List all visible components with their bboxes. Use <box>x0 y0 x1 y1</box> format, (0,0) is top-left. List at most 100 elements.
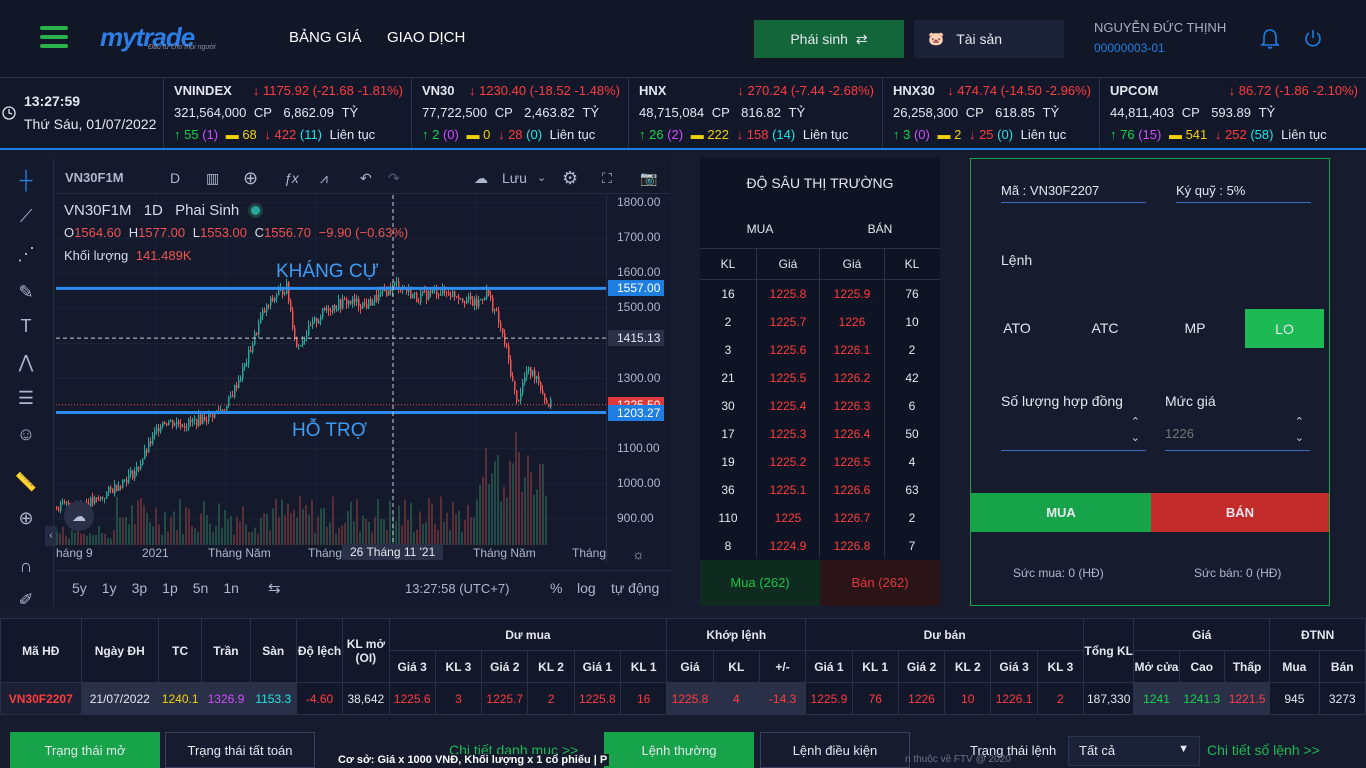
chart-clock[interactable]: 13:27:58 (UTC+7) <box>405 581 510 596</box>
depth-buy-qty[interactable]: 16 <box>721 287 735 301</box>
depth-row[interactable]: 2 1225.7 1226 10 <box>700 308 940 336</box>
depth-buy-qty[interactable]: 36 <box>721 483 735 497</box>
table-row[interactable]: VN30F2207 21/07/2022 1240.1 1326.9 1153.3 -4.… <box>0 682 1366 715</box>
depth-row[interactable]: 110 1225 1226.7 2 <box>700 504 940 532</box>
cell-match[interactable]: 4 <box>712 682 760 715</box>
index-card-hnx[interactable]: HNX ↓ 270.24 (-7.44 -2.68%) 48,715,084 CP … <box>628 78 882 148</box>
range-3p[interactable]: 3p <box>131 580 148 596</box>
menu-icon[interactable] <box>40 26 68 48</box>
depth-sell-price[interactable]: 1226 <box>838 315 866 329</box>
depth-buy-qty[interactable]: 2 <box>724 315 732 329</box>
fullscreen-icon[interactable]: ⛶ <box>602 170 612 186</box>
depth-sell-qty[interactable]: 6 <box>908 399 916 413</box>
price-input[interactable] <box>1165 423 1275 443</box>
depth-sell-price[interactable]: 1226.2 <box>833 371 871 385</box>
depth-row[interactable]: 16 1225.8 1225.9 76 <box>700 280 940 308</box>
quantity-down-icon[interactable]: ⌄ <box>1130 432 1140 444</box>
ruler-icon[interactable]: 📏 <box>14 472 38 492</box>
price-axis[interactable]: 1800.001700.001600.001500.001400.001300.… <box>606 195 670 563</box>
cell-match[interactable]: -14.3 <box>758 682 807 715</box>
depth-sell-qty[interactable]: 10 <box>905 315 919 329</box>
depth-buy-qty[interactable]: 19 <box>721 455 735 469</box>
depth-sell-qty[interactable]: 2 <box>908 511 916 525</box>
quantity-input[interactable] <box>1001 423 1111 443</box>
depth-sell-qty[interactable]: 76 <box>905 287 919 301</box>
nav-price-board[interactable]: BẢNG GIÁ <box>289 29 362 46</box>
account-number[interactable]: 00000003-01 <box>1094 41 1165 55</box>
cell-bid[interactable]: 2 <box>527 682 575 715</box>
range-1y[interactable]: 1y <box>101 580 117 596</box>
pattern-icon[interactable]: ⋀ <box>18 352 34 372</box>
depth-sell-qty[interactable]: 63 <box>905 483 919 497</box>
candle-type-icon[interactable]: ▥ <box>206 170 220 186</box>
depth-buy-qty[interactable]: 21 <box>721 371 735 385</box>
cell-bid[interactable]: 16 <box>619 682 668 715</box>
redo-icon[interactable]: ↷ <box>388 170 400 186</box>
brush-icon[interactable]: ✎ <box>18 282 34 302</box>
cell-foreign-sell[interactable]: 3273 <box>1318 682 1366 715</box>
index-card-hnx30[interactable]: HNX30 ↓ 474.74 (-14.50 -2.96%) 26,258,300 … <box>882 78 1099 148</box>
depth-buy-price[interactable]: 1225 <box>774 511 802 525</box>
cell-code[interactable]: VN30F2207 <box>0 682 82 715</box>
log-toggle[interactable]: log <box>577 580 596 596</box>
depth-row[interactable]: 3 1225.6 1226.1 2 <box>700 336 940 364</box>
depth-sell-price[interactable]: 1225.9 <box>833 287 871 301</box>
derivative-button[interactable]: Phái sinh ⇄ <box>754 20 904 58</box>
range-1p[interactable]: 1p <box>162 580 178 596</box>
auto-toggle[interactable]: tự động <box>611 580 660 596</box>
tab-closed-positions[interactable]: Trạng thái tất toán <box>165 732 315 768</box>
tab-conditional-orders[interactable]: Lệnh điều kiện <box>760 732 910 768</box>
fib-icon[interactable]: ⋰ <box>17 244 35 264</box>
indicators-icon[interactable]: ⩘ <box>320 170 328 186</box>
depth-sell-price[interactable]: 1226.4 <box>833 427 871 441</box>
price-chart[interactable] <box>56 195 670 563</box>
camera-icon[interactable]: 📷 <box>640 170 658 186</box>
cell-ask[interactable]: 1226.1 <box>990 682 1038 715</box>
magnet-icon[interactable]: ∩ <box>19 556 33 576</box>
depth-buy-price[interactable]: 1225.8 <box>769 287 807 301</box>
order-type-lo[interactable]: LO <box>1245 309 1324 348</box>
prediction-icon[interactable]: ☰ <box>17 388 35 408</box>
time-axis-settings-icon[interactable]: ☼ <box>632 546 645 562</box>
cell-basis[interactable]: -4.60 <box>295 682 344 715</box>
cell-ask[interactable]: 2 <box>1036 682 1085 715</box>
bell-icon[interactable] <box>1260 28 1280 50</box>
depth-sell-price[interactable]: 1226.5 <box>833 455 871 469</box>
lock-drawing-icon[interactable]: ✐ <box>18 590 34 604</box>
cell-bid[interactable]: 3 <box>434 682 483 715</box>
cell-open[interactable]: 1241 <box>1133 682 1180 715</box>
tab-normal-orders[interactable]: Lệnh thường <box>604 732 754 768</box>
order-type-ato[interactable]: ATO <box>1003 320 1031 336</box>
depth-buy-qty[interactable]: 30 <box>721 399 735 413</box>
depth-sell-qty[interactable]: 7 <box>908 539 916 553</box>
cell-bid[interactable]: 1225.6 <box>388 682 436 715</box>
index-card-upcom[interactable]: UPCOM ↓ 86.72 (-1.86 -2.10%) 44,811,403 CP… <box>1099 78 1366 148</box>
undo-icon[interactable]: ↶ <box>360 170 372 186</box>
depth-buy-price[interactable]: 1225.3 <box>769 427 807 441</box>
depth-buy-qty[interactable]: 8 <box>724 539 732 553</box>
cell-date[interactable]: 21/07/2022 <box>80 682 160 715</box>
settings-icon[interactable]: ⚙ <box>562 168 579 188</box>
depth-buy-price[interactable]: 1225.4 <box>769 399 807 413</box>
tab-open-positions[interactable]: Trạng thái mở <box>10 732 160 768</box>
cloud-icon[interactable]: ☁ <box>474 170 488 186</box>
cell-ask[interactable]: 1225.9 <box>805 682 853 715</box>
order-status-select[interactable]: Tất cả ▼ <box>1068 736 1200 766</box>
cell-floor[interactable]: 1153.3 <box>249 682 297 715</box>
range-5n[interactable]: 5n <box>192 580 209 596</box>
cell-oi[interactable]: 38,642 <box>342 682 390 715</box>
cell-match[interactable]: 1225.8 <box>666 682 714 715</box>
percent-toggle[interactable]: % <box>550 580 563 596</box>
index-card-vnindex[interactable]: VNINDEX ↓ 1175.92 (-21.68 -1.81%) 321,564,… <box>163 78 411 148</box>
user-name[interactable]: NGUYỄN ĐỨC THỊNH <box>1094 20 1227 35</box>
depth-buy-qty[interactable]: 110 <box>718 511 738 525</box>
depth-sell-qty[interactable]: 42 <box>905 371 919 385</box>
function-icon[interactable]: ƒx <box>284 170 299 186</box>
depth-row[interactable]: 21 1225.5 1226.2 42 <box>700 364 940 392</box>
range-1n[interactable]: 1n <box>223 580 239 596</box>
order-type-mp[interactable]: MP <box>1184 320 1206 336</box>
order-type-atc[interactable]: ATC <box>1091 320 1119 336</box>
zoom-in-icon[interactable]: ⊕ <box>18 508 34 528</box>
range-5y[interactable]: 5y <box>72 580 87 596</box>
order-book-link[interactable]: Chi tiết sổ lệnh >> <box>1207 742 1320 758</box>
